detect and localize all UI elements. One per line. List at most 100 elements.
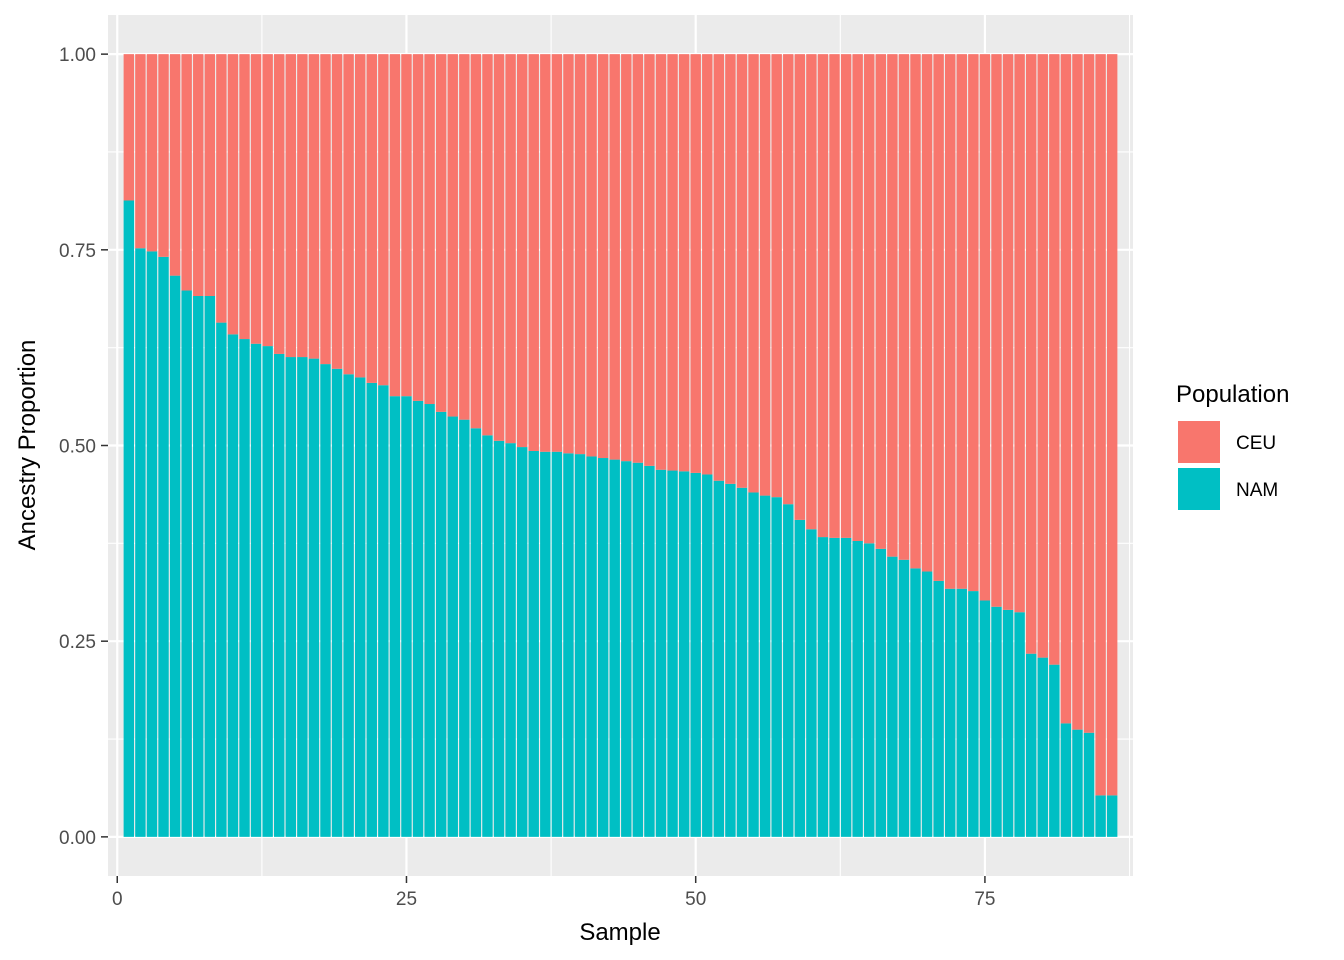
bar-nam (968, 591, 979, 837)
bar-nam (829, 537, 840, 837)
bar-ceu (274, 54, 285, 354)
bar-ceu (239, 54, 250, 340)
bar-nam (945, 588, 956, 837)
bar-nam (678, 471, 690, 837)
bar-nam (250, 343, 262, 837)
x-tick-label: 0 (112, 889, 123, 910)
bar-nam (921, 571, 933, 837)
bar-ceu (1095, 54, 1106, 796)
bar-ceu (852, 54, 863, 541)
bar-ceu (331, 54, 343, 369)
x-tick-label: 75 (974, 889, 995, 910)
bar-ceu (667, 54, 678, 471)
bar-ceu (1106, 54, 1118, 796)
x-tick-label: 25 (396, 889, 417, 910)
bar-ceu (898, 54, 910, 560)
bar-ceu (482, 54, 493, 436)
bar-nam (910, 568, 921, 837)
bar-ceu (887, 54, 898, 557)
bar-nam (852, 540, 863, 837)
bar-ceu (632, 54, 644, 463)
bar-ceu (216, 54, 227, 323)
bar-nam (516, 447, 528, 837)
bar-ceu (794, 54, 806, 520)
bar-nam (204, 295, 216, 837)
bar-ceu (875, 54, 887, 549)
bar-nam (262, 346, 273, 837)
x-tick-label: 50 (685, 889, 706, 910)
bar-nam (632, 462, 644, 837)
bar-ceu (910, 54, 921, 569)
bar-ceu (921, 54, 933, 572)
bar-nam (690, 472, 701, 837)
bar-nam (412, 400, 424, 837)
bar-nam (493, 440, 505, 837)
bar-nam (424, 404, 435, 837)
bar-nam (378, 385, 389, 837)
bar-nam (783, 504, 794, 837)
bar-ceu (574, 54, 586, 455)
bar-nam (748, 492, 759, 837)
bar-nam (1002, 609, 1014, 837)
bar-nam (956, 588, 967, 837)
y-tick-label: 0.00 (59, 828, 96, 849)
bar-ceu (771, 54, 782, 498)
bar-nam (343, 374, 354, 837)
bar-nam (482, 435, 493, 837)
bar-ceu (702, 54, 713, 475)
bar-ceu (1083, 54, 1095, 733)
legend-key-ceu (1178, 421, 1220, 463)
bar-ceu (1014, 54, 1025, 613)
bar-nam (702, 474, 713, 837)
bar-nam (331, 368, 343, 837)
bar-ceu (655, 54, 667, 470)
bar-ceu (540, 54, 551, 452)
bar-ceu (991, 54, 1002, 607)
bar-ceu (146, 54, 158, 252)
bar-ceu (424, 54, 435, 405)
bar-nam (551, 451, 563, 837)
bar-nam (1037, 657, 1048, 837)
bar-nam (736, 487, 748, 837)
bar-nam (875, 548, 887, 837)
bar-nam (887, 556, 898, 837)
bar-nam (158, 256, 169, 837)
bar-ceu (759, 54, 771, 496)
bar-ceu (343, 54, 354, 375)
bar-ceu (979, 54, 991, 601)
bar-ceu (459, 54, 470, 420)
bar-nam (354, 377, 366, 837)
bar-nam (401, 396, 412, 837)
bar-ceu (725, 54, 736, 484)
bar-nam (1095, 795, 1106, 837)
bar-nam (1060, 723, 1072, 837)
bar-nam (169, 275, 181, 837)
bar-ceu (1002, 54, 1014, 610)
bar-ceu (285, 54, 296, 358)
bar-nam (1049, 664, 1060, 837)
bar-ceu (1049, 54, 1060, 665)
bar-ceu (204, 54, 216, 296)
bar-ceu (817, 54, 829, 538)
bar-ceu (505, 54, 516, 444)
bar-ceu (563, 54, 574, 454)
bar-ceu (389, 54, 401, 397)
bar-nam (864, 543, 875, 837)
bar-ceu (690, 54, 701, 473)
bar-nam (586, 456, 597, 837)
bar-nam (540, 451, 551, 837)
y-tick-label: 0.75 (59, 241, 96, 262)
bar-ceu (597, 54, 609, 459)
bar-ceu (435, 54, 447, 412)
bar-nam (123, 200, 135, 837)
bar-nam (667, 470, 678, 837)
bar-ceu (158, 54, 169, 257)
bar-ceu (308, 54, 320, 359)
bar-ceu (968, 54, 979, 592)
bar-ceu (945, 54, 956, 589)
bar-ceu (840, 54, 852, 538)
bar-nam (320, 364, 331, 837)
bar-nam (574, 454, 586, 837)
bar-nam (898, 559, 910, 837)
bar-ceu (193, 54, 204, 296)
